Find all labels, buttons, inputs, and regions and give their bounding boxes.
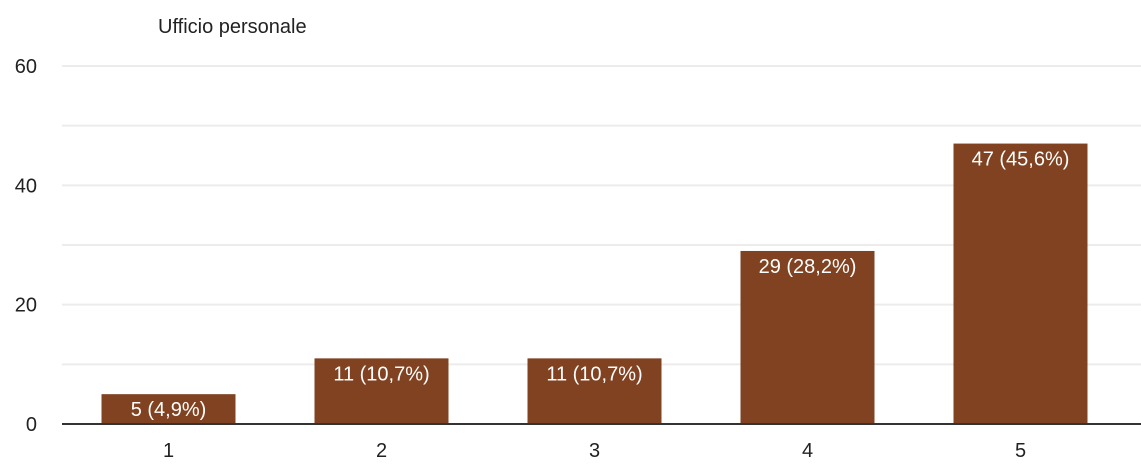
bar-label-1: 5 (4,9%) bbox=[131, 399, 207, 421]
y-tick-label: 0 bbox=[26, 414, 37, 436]
x-axis-tick-labels: 1 2 3 4 5 bbox=[163, 440, 1026, 462]
y-tick-label: 20 bbox=[15, 295, 37, 317]
x-tick-label: 4 bbox=[802, 440, 813, 459]
bar-label-3: 11 (10,7%) bbox=[546, 363, 642, 385]
bar-label-5: 47 (45,6%) bbox=[972, 149, 1070, 171]
bar-label-4: 29 (28,2%) bbox=[759, 256, 857, 278]
bar-label-2: 11 (10,7%) bbox=[333, 363, 429, 385]
bars bbox=[101, 143, 1088, 425]
bar-1 bbox=[101, 394, 236, 424]
x-tick-label: 3 bbox=[589, 440, 600, 459]
bar-5 bbox=[953, 143, 1088, 425]
y-axis-tick-labels: 0 20 40 60 bbox=[15, 56, 37, 436]
x-tick-label: 1 bbox=[163, 440, 174, 459]
y-tick-label: 60 bbox=[15, 56, 37, 78]
x-tick-label: 5 bbox=[1015, 440, 1026, 459]
chart-title: Ufficio personale bbox=[158, 16, 307, 38]
y-tick-label: 40 bbox=[15, 175, 37, 197]
bar-data-labels: 5 (4,9%) 11 (10,7%) 11 (10,7%) 29 (28,2%) 47… bbox=[131, 149, 1070, 422]
bar-4 bbox=[740, 250, 875, 424]
bar-3 bbox=[527, 358, 662, 424]
x-tick-label: 2 bbox=[376, 440, 387, 459]
bar-2 bbox=[314, 358, 449, 424]
